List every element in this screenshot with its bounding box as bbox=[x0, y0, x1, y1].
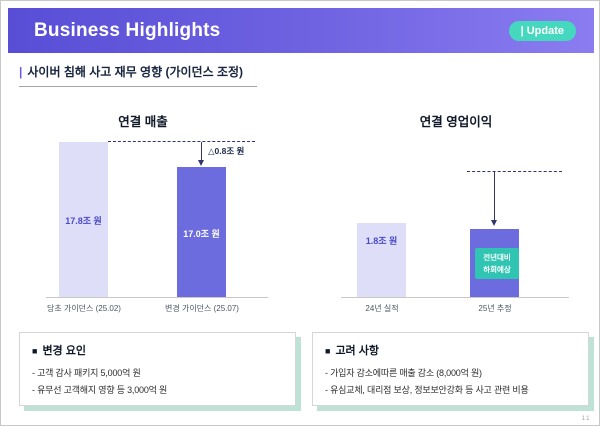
section-title-text: 사이버 침해 사고 재무 영향 (가이던스 조정) bbox=[27, 65, 244, 79]
revenue-decline-arrowhead bbox=[198, 160, 204, 166]
profit-decline-arrowhead bbox=[491, 220, 497, 226]
revenue-chart-title: 연결 매출 bbox=[118, 115, 168, 129]
change-factors-box: ■ 변경 요인 - 고객 감사 패키지 5,000억 원 - 유무선 고객해지 영… bbox=[19, 332, 296, 406]
profit-xlabel-2025: 25년 추정 bbox=[478, 304, 512, 313]
header-bar: Business Highlights | Update bbox=[8, 8, 594, 53]
section-title: | 사이버 침해 사고 재무 영향 (가이던스 조정) bbox=[19, 63, 258, 87]
profit-xlabel-2024: 24년 실적 bbox=[365, 304, 399, 313]
revenue-delta-annotation: △0.8조 원 bbox=[208, 146, 245, 156]
list-item: - 가입자 감소에따른 매출 감소 (8,000억 원) bbox=[325, 368, 482, 378]
profit-expectation-badge: 전년대비 하회예상 bbox=[475, 248, 519, 280]
profit-bar-2024: 1.8조 원 bbox=[357, 223, 406, 297]
considerations-title-text: 고려 사항 bbox=[335, 345, 379, 357]
profit-badge-line2: 하회예상 bbox=[483, 264, 511, 274]
revenue-bar-original: 17.8조 원 bbox=[59, 142, 108, 297]
revenue-xlabel-original: 당초 가이던스 (25.02) bbox=[47, 304, 121, 313]
update-badge[interactable]: | Update bbox=[508, 20, 576, 41]
revenue-decline-arrow bbox=[201, 142, 202, 161]
section-title-accent-bar: | bbox=[19, 65, 23, 79]
profit-axis-baseline bbox=[341, 297, 569, 298]
change-factors-title-text: 변경 요인 bbox=[42, 345, 86, 357]
revenue-bar-revised-label: 17.0조 원 bbox=[183, 229, 220, 239]
square-bullet-icon: ■ bbox=[32, 346, 38, 356]
profit-dashed-guideline bbox=[467, 171, 562, 172]
revenue-bar-original-label: 17.8조 원 bbox=[65, 216, 102, 226]
considerations-title: ■ 고려 사항 bbox=[325, 342, 576, 358]
revenue-xlabel-revised: 변경 가이던스 (25.07) bbox=[165, 304, 239, 313]
considerations-box: ■ 고려 사항 - 가입자 감소에따른 매출 감소 (8,000억 원) - 유심… bbox=[312, 332, 589, 406]
revenue-dashed-guideline bbox=[108, 141, 255, 142]
list-item: - 유심교체, 대리점 보상, 정보보안강화 등 사고 관련 비용 bbox=[325, 384, 529, 395]
page-title: Business Highlights bbox=[34, 19, 221, 41]
square-bullet-icon: ■ bbox=[325, 346, 331, 356]
profit-chart-title: 연결 영업이익 bbox=[419, 115, 493, 129]
list-item: - 고객 감사 패키지 5,000억 원 bbox=[32, 368, 141, 378]
revenue-axis-baseline bbox=[46, 297, 268, 298]
change-factors-title: ■ 변경 요인 bbox=[32, 342, 283, 358]
profit-decline-arrow bbox=[494, 172, 495, 221]
page-number: 11 bbox=[581, 416, 591, 422]
revenue-bar-revised: 17.0조 원 bbox=[177, 167, 226, 297]
list-item: - 유무선 고객해지 영향 등 3,000억 원 bbox=[32, 384, 168, 395]
profit-bar-2024-label: 1.8조 원 bbox=[365, 236, 398, 246]
profit-badge-line1: 전년대비 bbox=[483, 253, 511, 262]
